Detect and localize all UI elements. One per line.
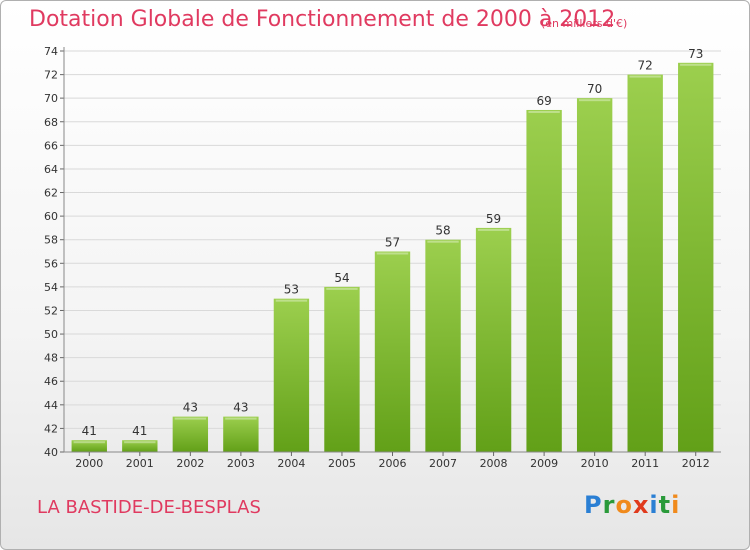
bar-value-label: 41 <box>132 424 147 438</box>
bar-value-label: 72 <box>638 59 653 73</box>
bar-highlight <box>174 417 207 420</box>
x-tick-label: 2003 <box>227 457 255 470</box>
y-tick-label: 70 <box>44 92 58 105</box>
x-tick-label: 2008 <box>480 457 508 470</box>
y-tick-label: 48 <box>44 352 58 365</box>
bar-highlight <box>376 252 409 255</box>
bar-highlight <box>477 228 510 231</box>
x-axis: 2000 2001 2002 2003 2004 2005 2006 2007 2008 2009… <box>64 451 721 470</box>
bar-highlight <box>578 99 611 102</box>
bar <box>526 109 562 453</box>
y-tick-label: 52 <box>44 304 58 317</box>
unit-note: (en milliers d'€) <box>541 17 628 30</box>
logo-letter: o <box>615 491 633 519</box>
proxiti-logo: Proxiti <box>584 491 680 519</box>
bar-highlight <box>124 441 156 444</box>
bar-value-label: 53 <box>284 283 299 297</box>
bar <box>627 74 663 453</box>
x-tick-label: 2007 <box>429 457 457 470</box>
y-tick-label: 56 <box>44 257 58 270</box>
y-tick-label: 46 <box>44 375 58 388</box>
bar-highlight <box>629 75 661 78</box>
bar <box>374 251 411 452</box>
logo-letter: i <box>671 491 681 519</box>
bar-highlight <box>680 63 712 66</box>
bar-highlight <box>225 417 257 420</box>
logo-letter: r <box>602 491 616 519</box>
x-tick-label: 2004 <box>277 457 305 470</box>
bar-value-label: 70 <box>587 82 602 96</box>
x-tick-label: 2010 <box>581 457 609 470</box>
y-tick-label: 40 <box>44 446 58 459</box>
y-tick-label: 54 <box>44 281 58 294</box>
bar-value-label: 54 <box>334 271 349 285</box>
bar-value-label: 41 <box>82 424 97 438</box>
bar <box>273 298 310 452</box>
bar-highlight <box>528 110 560 113</box>
y-tick-label: 72 <box>44 69 58 82</box>
bar-highlight <box>326 287 358 290</box>
logo-letter: x <box>632 491 650 519</box>
y-tick-label: 74 <box>44 45 58 58</box>
bar <box>678 62 714 452</box>
y-tick-label: 66 <box>44 139 58 152</box>
bar-value-label: 59 <box>486 212 501 226</box>
x-tick-label: 2012 <box>682 457 710 470</box>
x-tick-label: 2009 <box>530 457 558 470</box>
x-tick-label: 2001 <box>126 457 154 470</box>
data-labels: 41 41 43 43 53 54 57 58 59 69 70 72 73 <box>82 47 704 438</box>
bar-value-label: 57 <box>385 236 400 250</box>
y-tick-label: 64 <box>44 163 58 176</box>
x-tick-label: 2006 <box>379 457 407 470</box>
y-axis: 40 42 44 46 48 50 52 54 56 58 60 62 64 66 68 70 72 74 <box>44 45 65 459</box>
y-tick-label: 68 <box>44 116 58 129</box>
logo-letter: P <box>584 491 603 519</box>
bar-value-label: 69 <box>536 94 551 108</box>
bar-value-label: 73 <box>688 47 703 61</box>
y-tick-label: 62 <box>44 187 58 200</box>
logo-letter: t <box>658 491 672 519</box>
bar-chart: 41 41 43 43 53 54 57 58 59 69 70 72 73 40 42 44 46 48 50 5… <box>44 45 721 470</box>
bar-value-label: 58 <box>435 224 450 238</box>
bar <box>122 440 158 452</box>
x-tick-label: 2005 <box>328 457 356 470</box>
commune-name: LA BASTIDE-DE-BESPLAS <box>37 497 261 518</box>
x-tick-label: 2002 <box>176 457 204 470</box>
bar <box>71 440 107 452</box>
bar <box>172 416 209 452</box>
y-tick-label: 44 <box>44 399 58 412</box>
logo-letter: i <box>649 491 659 519</box>
bar-highlight <box>275 299 308 302</box>
bars <box>71 62 714 453</box>
y-tick-label: 58 <box>44 234 58 247</box>
bar <box>576 98 613 453</box>
bar <box>475 227 512 452</box>
bar <box>425 239 461 452</box>
bar-highlight <box>427 240 459 243</box>
y-tick-label: 50 <box>44 328 58 341</box>
chart-title: Dotation Globale de Fonctionnement de 20… <box>29 7 616 32</box>
x-tick-label: 2000 <box>75 457 103 470</box>
bar-value-label: 43 <box>233 401 248 415</box>
bar <box>223 416 259 452</box>
bar <box>324 286 360 452</box>
bar-value-label: 43 <box>183 401 198 415</box>
y-tick-label: 42 <box>44 422 58 435</box>
x-tick-label: 2011 <box>631 457 659 470</box>
bar-highlight <box>73 441 105 444</box>
y-tick-label: 60 <box>44 210 58 223</box>
